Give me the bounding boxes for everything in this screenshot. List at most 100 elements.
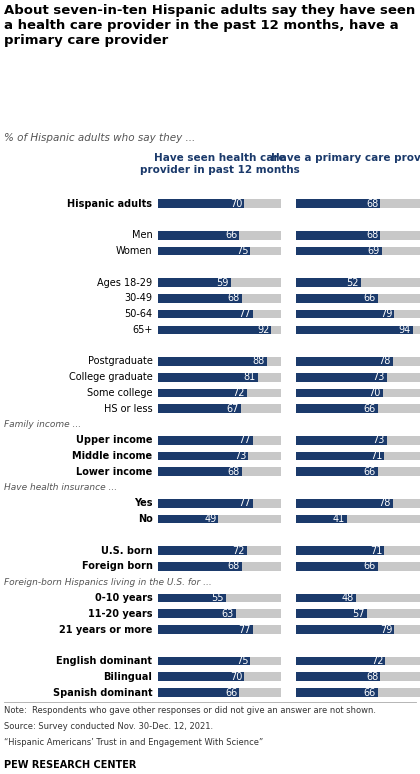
- Bar: [296, 656, 420, 666]
- Bar: [296, 467, 378, 476]
- Bar: [296, 452, 420, 461]
- Bar: [158, 247, 250, 255]
- Text: 79: 79: [380, 625, 392, 635]
- Bar: [296, 200, 420, 208]
- Text: 52: 52: [346, 278, 359, 288]
- Bar: [296, 294, 420, 303]
- Bar: [158, 546, 281, 555]
- Text: Bilingual: Bilingual: [104, 672, 152, 682]
- Bar: [158, 625, 253, 634]
- Bar: [158, 436, 281, 444]
- Bar: [296, 515, 347, 523]
- Bar: [158, 200, 281, 208]
- Bar: [158, 310, 253, 318]
- Text: 75: 75: [236, 246, 249, 256]
- Bar: [158, 594, 281, 602]
- Bar: [296, 373, 386, 382]
- Text: English dominant: English dominant: [56, 656, 152, 666]
- Bar: [296, 688, 420, 697]
- Text: 66: 66: [225, 687, 237, 697]
- Bar: [158, 562, 242, 570]
- Bar: [296, 499, 420, 508]
- Text: Ages 18-29: Ages 18-29: [97, 278, 152, 288]
- Bar: [296, 404, 420, 413]
- Text: 49: 49: [204, 514, 216, 524]
- Bar: [296, 609, 367, 618]
- Text: 65+: 65+: [132, 325, 152, 335]
- Text: Yes: Yes: [134, 498, 152, 509]
- Bar: [296, 231, 420, 240]
- Bar: [296, 357, 420, 366]
- Text: 48: 48: [341, 593, 354, 603]
- Bar: [296, 594, 356, 602]
- Text: 63: 63: [221, 608, 234, 618]
- Text: 50-64: 50-64: [124, 309, 152, 319]
- Bar: [296, 515, 420, 523]
- Text: Foreign born: Foreign born: [81, 561, 152, 571]
- Bar: [296, 278, 420, 287]
- Text: % of Hispanic adults who say they ...: % of Hispanic adults who say they ...: [4, 133, 195, 143]
- Text: 68: 68: [366, 230, 378, 240]
- Text: 77: 77: [239, 498, 251, 509]
- Bar: [158, 499, 253, 508]
- Text: Women: Women: [116, 246, 152, 256]
- Text: 88: 88: [252, 356, 265, 366]
- Text: 70: 70: [230, 199, 242, 209]
- Text: 0-10 years: 0-10 years: [95, 593, 152, 603]
- Text: About seven-in-ten Hispanic adults say they have seen
a health care provider in : About seven-in-ten Hispanic adults say t…: [4, 4, 415, 47]
- Text: 78: 78: [378, 498, 391, 509]
- Text: PEW RESEARCH CENTER: PEW RESEARCH CENTER: [4, 760, 136, 770]
- Bar: [158, 389, 281, 397]
- Bar: [296, 688, 378, 697]
- Bar: [158, 546, 247, 555]
- Bar: [296, 673, 420, 681]
- Bar: [158, 594, 226, 602]
- Text: 68: 68: [228, 561, 240, 571]
- Bar: [158, 452, 248, 461]
- Bar: [296, 247, 382, 255]
- Bar: [158, 278, 281, 287]
- Text: 55: 55: [211, 593, 224, 603]
- Bar: [296, 373, 420, 382]
- Text: Have a primary care provider: Have a primary care provider: [271, 153, 420, 163]
- Bar: [158, 373, 258, 382]
- Bar: [296, 436, 386, 444]
- Bar: [296, 499, 393, 508]
- Bar: [296, 389, 383, 397]
- Bar: [296, 247, 420, 255]
- Bar: [158, 656, 250, 666]
- Bar: [158, 673, 244, 681]
- Text: 59: 59: [216, 278, 229, 288]
- Text: 67: 67: [226, 404, 239, 414]
- Bar: [158, 656, 281, 666]
- Bar: [296, 357, 393, 366]
- Text: 72: 72: [232, 546, 245, 556]
- Bar: [296, 594, 420, 602]
- Text: Have health insurance ...: Have health insurance ...: [4, 483, 117, 492]
- Text: 66: 66: [225, 230, 237, 240]
- Text: 21 years or more: 21 years or more: [59, 625, 152, 635]
- Bar: [296, 673, 381, 681]
- Text: Note:  Respondents who gave other responses or did not give an answer are not sh: Note: Respondents who gave other respons…: [4, 706, 376, 715]
- Bar: [296, 231, 381, 240]
- Bar: [296, 389, 420, 397]
- Bar: [158, 609, 236, 618]
- Bar: [296, 546, 420, 555]
- Bar: [296, 310, 420, 318]
- Text: Postgraduate: Postgraduate: [88, 356, 152, 366]
- Bar: [158, 326, 281, 334]
- Bar: [158, 499, 281, 508]
- Bar: [158, 467, 281, 476]
- Bar: [158, 278, 231, 287]
- Text: 68: 68: [366, 672, 378, 682]
- Bar: [158, 389, 247, 397]
- Bar: [296, 625, 420, 634]
- Bar: [158, 688, 239, 697]
- Bar: [158, 404, 241, 413]
- Text: 57: 57: [352, 608, 365, 618]
- Text: 68: 68: [228, 293, 240, 303]
- Text: 72: 72: [371, 656, 383, 666]
- Bar: [296, 656, 385, 666]
- Bar: [296, 200, 381, 208]
- Bar: [158, 452, 281, 461]
